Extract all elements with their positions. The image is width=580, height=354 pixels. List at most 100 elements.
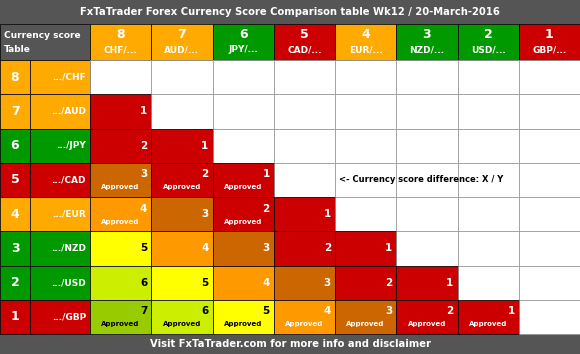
Bar — [212, 129, 274, 163]
Text: 2: 2 — [263, 204, 270, 214]
Text: USD/...: USD/... — [471, 45, 506, 55]
Bar — [151, 60, 212, 94]
Text: 7: 7 — [10, 105, 19, 118]
Bar — [458, 94, 519, 129]
Text: 5: 5 — [263, 307, 270, 316]
Bar — [212, 231, 274, 266]
Text: 1: 1 — [201, 141, 208, 150]
Text: 1: 1 — [10, 310, 19, 323]
Bar — [519, 94, 580, 129]
Text: 5: 5 — [201, 278, 208, 287]
Bar — [90, 163, 151, 197]
Bar — [458, 24, 519, 60]
Bar — [274, 163, 335, 197]
Bar — [151, 129, 212, 163]
Bar — [274, 197, 335, 231]
Bar — [0, 163, 30, 197]
Text: 1: 1 — [508, 307, 515, 316]
Text: Approved: Approved — [224, 321, 262, 327]
Bar — [274, 129, 335, 163]
Bar — [30, 129, 90, 163]
Text: 6: 6 — [140, 278, 147, 287]
Bar — [519, 266, 580, 300]
Text: 4: 4 — [201, 244, 208, 253]
Text: .../NZD: .../NZD — [51, 244, 86, 253]
Text: Table: Table — [4, 45, 31, 55]
Text: 1: 1 — [324, 209, 331, 219]
Text: 3: 3 — [324, 278, 331, 287]
Bar — [519, 163, 580, 197]
Text: JPY/...: JPY/... — [229, 45, 258, 55]
Bar — [212, 300, 274, 334]
Bar — [335, 300, 396, 334]
Bar — [0, 266, 30, 300]
Bar — [274, 266, 335, 300]
Bar — [335, 94, 396, 129]
Bar — [396, 197, 458, 231]
Bar — [90, 24, 151, 60]
Text: Approved: Approved — [102, 184, 140, 190]
Bar — [30, 197, 90, 231]
Text: Approved: Approved — [102, 219, 140, 225]
Text: 5: 5 — [10, 173, 19, 186]
Text: .../AUD: .../AUD — [51, 107, 86, 116]
Text: .../GBP: .../GBP — [52, 312, 86, 321]
Bar — [30, 300, 90, 334]
Text: 7: 7 — [177, 28, 186, 41]
Bar — [151, 24, 212, 60]
Bar — [151, 231, 212, 266]
Bar — [458, 300, 519, 334]
Text: 3: 3 — [385, 307, 392, 316]
Bar — [30, 94, 90, 129]
Bar — [335, 129, 396, 163]
Text: FxTaTrader Forex Currency Score Comparison table Wk12 / 20-March-2016: FxTaTrader Forex Currency Score Comparis… — [80, 7, 500, 17]
Text: 2: 2 — [385, 278, 392, 287]
Text: 2: 2 — [201, 170, 208, 179]
Text: .../CHF: .../CHF — [52, 73, 86, 82]
Bar — [30, 266, 90, 300]
Bar — [212, 24, 274, 60]
Bar — [151, 197, 212, 231]
Text: Approved: Approved — [346, 321, 385, 327]
Bar — [0, 197, 30, 231]
Text: 8: 8 — [117, 28, 125, 41]
Bar — [335, 163, 396, 197]
Bar — [335, 231, 396, 266]
Bar — [335, 266, 396, 300]
Bar — [396, 60, 458, 94]
Bar — [212, 266, 274, 300]
Bar — [458, 60, 519, 94]
Text: AUD/...: AUD/... — [164, 45, 200, 55]
Bar — [90, 197, 151, 231]
Text: Currency score: Currency score — [4, 31, 81, 40]
Bar — [519, 300, 580, 334]
Text: 5: 5 — [140, 244, 147, 253]
Bar — [458, 129, 519, 163]
Text: 1: 1 — [545, 28, 554, 41]
Bar — [335, 197, 396, 231]
Bar — [519, 24, 580, 60]
Bar — [0, 334, 580, 354]
Text: 7: 7 — [140, 307, 147, 316]
Text: 3: 3 — [423, 28, 431, 41]
Bar — [0, 60, 30, 94]
Bar — [396, 300, 458, 334]
Bar — [0, 231, 30, 266]
Text: Approved: Approved — [162, 321, 201, 327]
Bar — [90, 300, 151, 334]
Bar — [0, 129, 30, 163]
Text: GBP/...: GBP/... — [532, 45, 567, 55]
Text: 5: 5 — [300, 28, 309, 41]
Text: 2: 2 — [140, 141, 147, 150]
Text: Approved: Approved — [162, 184, 201, 190]
Bar — [335, 60, 396, 94]
Text: 1: 1 — [385, 244, 392, 253]
Bar — [274, 300, 335, 334]
Bar — [0, 94, 30, 129]
Bar — [212, 60, 274, 94]
Bar — [458, 266, 519, 300]
Bar — [90, 129, 151, 163]
Text: Approved: Approved — [469, 321, 508, 327]
Bar — [0, 24, 90, 60]
Text: Approved: Approved — [102, 321, 140, 327]
